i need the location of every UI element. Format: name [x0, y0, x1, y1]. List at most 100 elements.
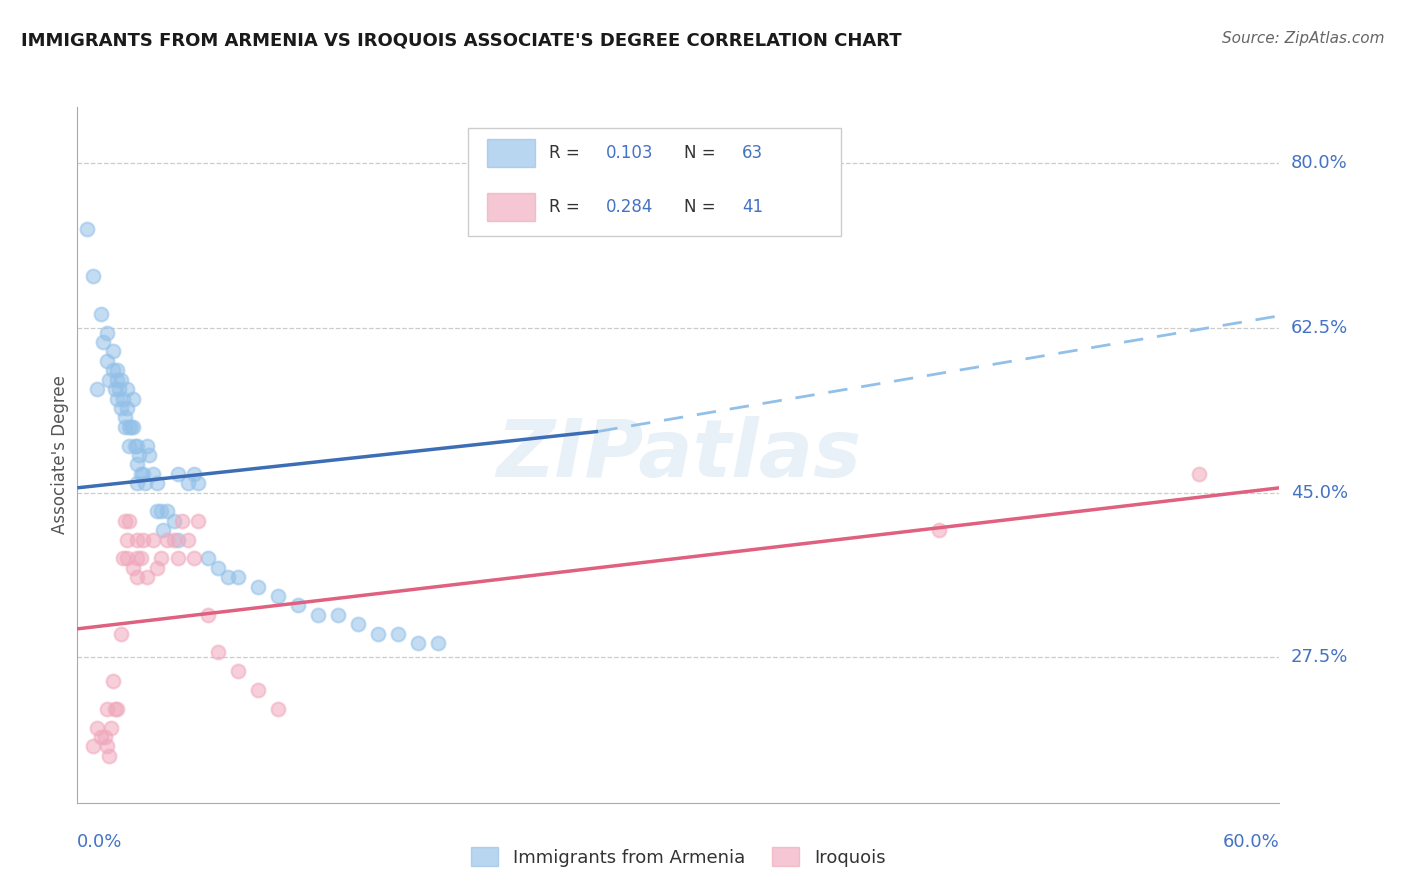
Point	[114, 410, 136, 425]
Point	[152, 523, 174, 537]
Text: N =: N =	[685, 198, 721, 216]
Point	[176, 533, 198, 547]
Point	[122, 560, 145, 574]
Point	[150, 504, 173, 518]
Point	[107, 702, 129, 716]
Point	[94, 730, 117, 744]
Point	[112, 551, 135, 566]
Point	[107, 373, 129, 387]
Point	[122, 419, 145, 434]
Text: 41: 41	[742, 198, 763, 216]
Point	[127, 476, 149, 491]
Point	[117, 401, 139, 415]
Point	[183, 467, 205, 481]
Point	[93, 335, 115, 350]
Text: 0.103: 0.103	[606, 144, 654, 162]
Point	[96, 739, 118, 754]
Point	[90, 307, 112, 321]
Point	[217, 570, 239, 584]
Text: ZIPatlas: ZIPatlas	[496, 416, 860, 494]
Point	[246, 683, 269, 698]
Text: IMMIGRANTS FROM ARMENIA VS IROQUOIS ASSOCIATE'S DEGREE CORRELATION CHART: IMMIGRANTS FROM ARMENIA VS IROQUOIS ASSO…	[21, 31, 901, 49]
Point	[128, 448, 150, 462]
Text: 63: 63	[742, 144, 763, 162]
Point	[110, 401, 132, 415]
Point	[127, 458, 149, 472]
Text: 0.0%: 0.0%	[77, 833, 122, 851]
Point	[162, 533, 184, 547]
Point	[427, 636, 450, 650]
Point	[114, 514, 136, 528]
Point	[166, 551, 188, 566]
Text: 0.284: 0.284	[606, 198, 654, 216]
Point	[120, 419, 142, 434]
Text: R =: R =	[548, 198, 585, 216]
Point	[114, 419, 136, 434]
Point	[103, 344, 125, 359]
Point	[150, 551, 173, 566]
Point	[110, 373, 132, 387]
Text: N =: N =	[685, 144, 721, 162]
Point	[117, 551, 139, 566]
Point	[367, 626, 389, 640]
Point	[136, 570, 159, 584]
Point	[127, 551, 149, 566]
Point	[156, 533, 179, 547]
Point	[287, 599, 309, 613]
Point	[104, 382, 127, 396]
Y-axis label: Associate's Degree: Associate's Degree	[51, 376, 69, 534]
Point	[127, 570, 149, 584]
Point	[104, 702, 127, 716]
Point	[307, 607, 329, 622]
Point	[132, 533, 155, 547]
Point	[166, 467, 188, 481]
FancyBboxPatch shape	[488, 139, 536, 167]
Text: 27.5%: 27.5%	[1291, 648, 1348, 666]
Point	[86, 382, 108, 396]
Point	[117, 533, 139, 547]
Point	[131, 551, 153, 566]
Point	[118, 438, 141, 452]
Legend: Immigrants from Armenia, Iroquois: Immigrants from Armenia, Iroquois	[464, 840, 893, 874]
Point	[118, 419, 141, 434]
Point	[176, 476, 198, 491]
Point	[100, 721, 122, 735]
Point	[110, 626, 132, 640]
Point	[107, 363, 129, 377]
FancyBboxPatch shape	[468, 128, 841, 235]
Point	[1188, 467, 1211, 481]
Point	[117, 382, 139, 396]
Point	[96, 354, 118, 368]
Point	[186, 476, 209, 491]
Point	[142, 533, 165, 547]
Point	[183, 551, 205, 566]
Point	[162, 514, 184, 528]
Point	[134, 476, 156, 491]
Point	[156, 504, 179, 518]
Point	[347, 617, 370, 632]
Point	[186, 514, 209, 528]
Point	[142, 467, 165, 481]
Point	[207, 560, 229, 574]
Text: 45.0%: 45.0%	[1291, 483, 1348, 501]
Point	[86, 721, 108, 735]
Point	[226, 664, 249, 678]
Text: Source: ZipAtlas.com: Source: ZipAtlas.com	[1222, 31, 1385, 46]
Point	[197, 607, 219, 622]
Point	[132, 467, 155, 481]
Point	[146, 476, 169, 491]
Text: 60.0%: 60.0%	[1223, 833, 1279, 851]
Point	[326, 607, 349, 622]
Point	[103, 673, 125, 688]
Point	[118, 514, 141, 528]
Point	[387, 626, 409, 640]
Point	[98, 373, 121, 387]
Point	[96, 326, 118, 340]
Point	[146, 560, 169, 574]
Point	[146, 504, 169, 518]
Point	[127, 438, 149, 452]
Point	[928, 523, 950, 537]
Point	[98, 748, 121, 763]
FancyBboxPatch shape	[488, 194, 536, 221]
Text: R =: R =	[548, 144, 585, 162]
